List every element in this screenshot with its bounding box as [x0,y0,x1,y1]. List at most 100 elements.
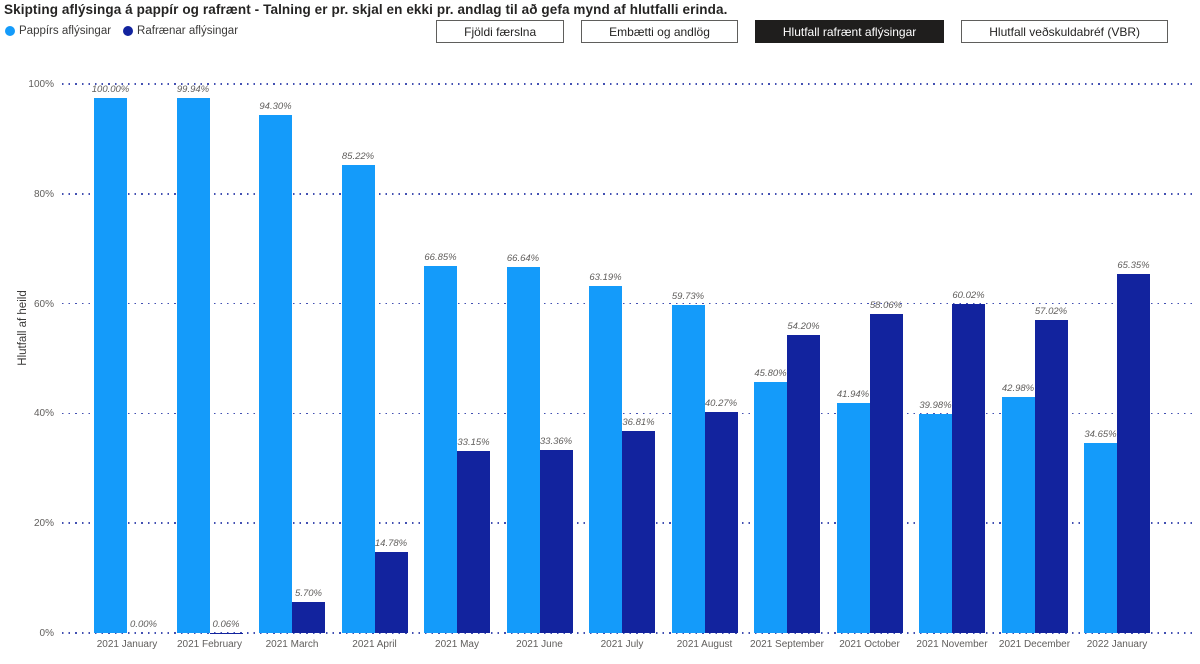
electronic-bar-column: 40.27% [704,84,738,633]
value-label: 65.35% [1117,260,1150,272]
value-label: 14.78% [374,537,408,549]
paper-bar[interactable] [506,267,540,633]
electronic-bar-column: 14.78% [374,84,408,633]
y-tick-label: 40% [33,408,54,420]
electronic-bar[interactable] [1117,274,1150,633]
value-label: 57.02% [1034,305,1068,317]
value-label: 41.94% [836,388,870,400]
paper-bar-column: 39.98% [919,84,952,633]
paper-bar[interactable] [1084,442,1117,633]
electronic-bar-column: 0.00% [127,84,160,633]
value-label: 40.27% [704,397,738,409]
paper-bar[interactable] [671,305,705,633]
paper-bar[interactable] [176,98,210,633]
electronic-bar[interactable] [622,430,655,633]
electronic-bar[interactable] [457,451,490,633]
filter-button-2[interactable]: Embætti og andlög [581,20,738,43]
bar-group: 85.22% 14.78% [341,84,408,633]
legend-item-paper[interactable]: Pappírs aflýsingar [5,25,111,37]
filter-button-4[interactable]: Hlutfall veðskuldabréf (VBR) [961,20,1168,43]
gridline [62,83,1195,85]
value-label: 45.80% [754,367,787,379]
value-label: 85.22% [341,151,375,163]
paper-bar-column: 42.98% [1001,84,1035,633]
value-label: 94.30% [259,101,292,113]
bar-group: 45.80% 54.20% [754,84,820,633]
legend-label: Rafrænar aflýsingar [137,25,239,37]
paper-bar[interactable] [919,413,952,633]
filter-button-3[interactable]: Hlutfall rafrænt aflýsingar [754,20,945,43]
y-tick-label: 20% [33,518,54,530]
x-tick-label: 2021 July [600,639,644,650]
paper-bar[interactable] [341,165,375,633]
value-label: 36.81% [622,416,655,428]
paper-bar[interactable] [424,266,457,633]
bar-group: 66.64% 33.36% [506,84,573,633]
value-label: 63.19% [589,272,622,284]
paper-bar[interactable] [836,402,870,633]
bar-group: 99.94% 0.06% [176,84,243,633]
x-tick-label: 2021 December [998,639,1071,650]
paper-bar[interactable] [589,286,622,633]
electronic-bar-column: 57.02% [1034,84,1068,633]
y-tick-label: 60% [33,298,54,310]
electronic-bar[interactable] [952,303,985,633]
paper-bar-column: 34.65% [1084,84,1117,633]
x-tick-label: 2021 May [435,639,479,650]
bar-group: 66.85% 33.15% [424,84,490,633]
value-label: 39.98% [919,399,952,411]
paper-bar-column: 59.73% [671,84,705,633]
electronic-bar-column: 0.06% [209,84,243,633]
electronic-bar-column: 65.35% [1117,84,1150,633]
paper-bar-column: 66.64% [506,84,540,633]
value-label: 66.85% [424,252,457,263]
electronic-bar[interactable] [292,601,325,633]
paper-bar[interactable] [1001,397,1035,633]
electronic-bar-column: 60.02% [952,84,985,633]
value-label: 54.20% [787,321,820,333]
value-label: 34.65% [1084,428,1117,440]
gridline [62,193,1195,195]
bar-group: 94.30% 5.70% [259,84,325,633]
bar-group: 42.98% 57.02% [1001,84,1068,633]
paper-bar[interactable] [259,115,292,633]
paper-bar-column: 66.85% [424,84,457,633]
x-tick-label: 2021 March [265,639,319,650]
legend-label: Pappírs aflýsingar [19,25,112,37]
value-label: 33.36% [539,435,573,447]
x-tick-label: 2021 January [96,639,158,650]
paper-bar-column: 94.30% [259,84,292,633]
x-tick-label: 2021 September [750,639,824,650]
electronic-bar[interactable] [787,335,820,633]
x-tick-label: 2021 February [176,639,243,650]
legend-item-electronic[interactable]: Rafrænar aflýsingar [123,25,238,37]
value-label: 99.94% [176,84,210,95]
bar-group: 39.98% 60.02% [919,84,985,633]
electronic-bar[interactable] [374,551,408,633]
x-tick-label: 2021 November [916,639,988,650]
bar-group: 59.73% 40.27% [671,84,738,633]
filter-buttons: Fjöldi færslna Embætti og andlög Hlutfall … [436,20,1168,43]
legend-dot-icon [123,26,134,36]
x-tick-label: 2022 January [1086,639,1148,650]
paper-bar-column: 63.19% [589,84,622,633]
paper-bar-column: 100.00% [91,84,130,633]
value-label: 42.98% [1001,383,1035,395]
value-label: 59.73% [671,291,705,303]
electronic-bar[interactable] [539,449,573,633]
electronic-bar[interactable] [869,314,903,633]
paper-bar[interactable] [754,381,787,633]
filter-button-1[interactable]: Fjöldi færslna [436,20,565,43]
value-label: 100.00% [91,84,130,95]
paper-bar-column: 41.94% [836,84,870,633]
y-tick-label: 100% [28,79,54,90]
electronic-bar[interactable] [704,411,738,633]
gridline [62,632,1195,634]
paper-bar-column: 99.94% [176,84,210,633]
electronic-bar[interactable] [1034,319,1068,633]
x-tick-label: 2021 October [839,639,900,650]
chart-title: Skipting aflýsinga á pappír og rafrænt -… [4,2,728,17]
legend: Pappírs aflýsingar Rafrænar aflýsingar [5,25,238,37]
paper-bar[interactable] [94,98,127,633]
y-tick-label: 0% [39,628,54,639]
